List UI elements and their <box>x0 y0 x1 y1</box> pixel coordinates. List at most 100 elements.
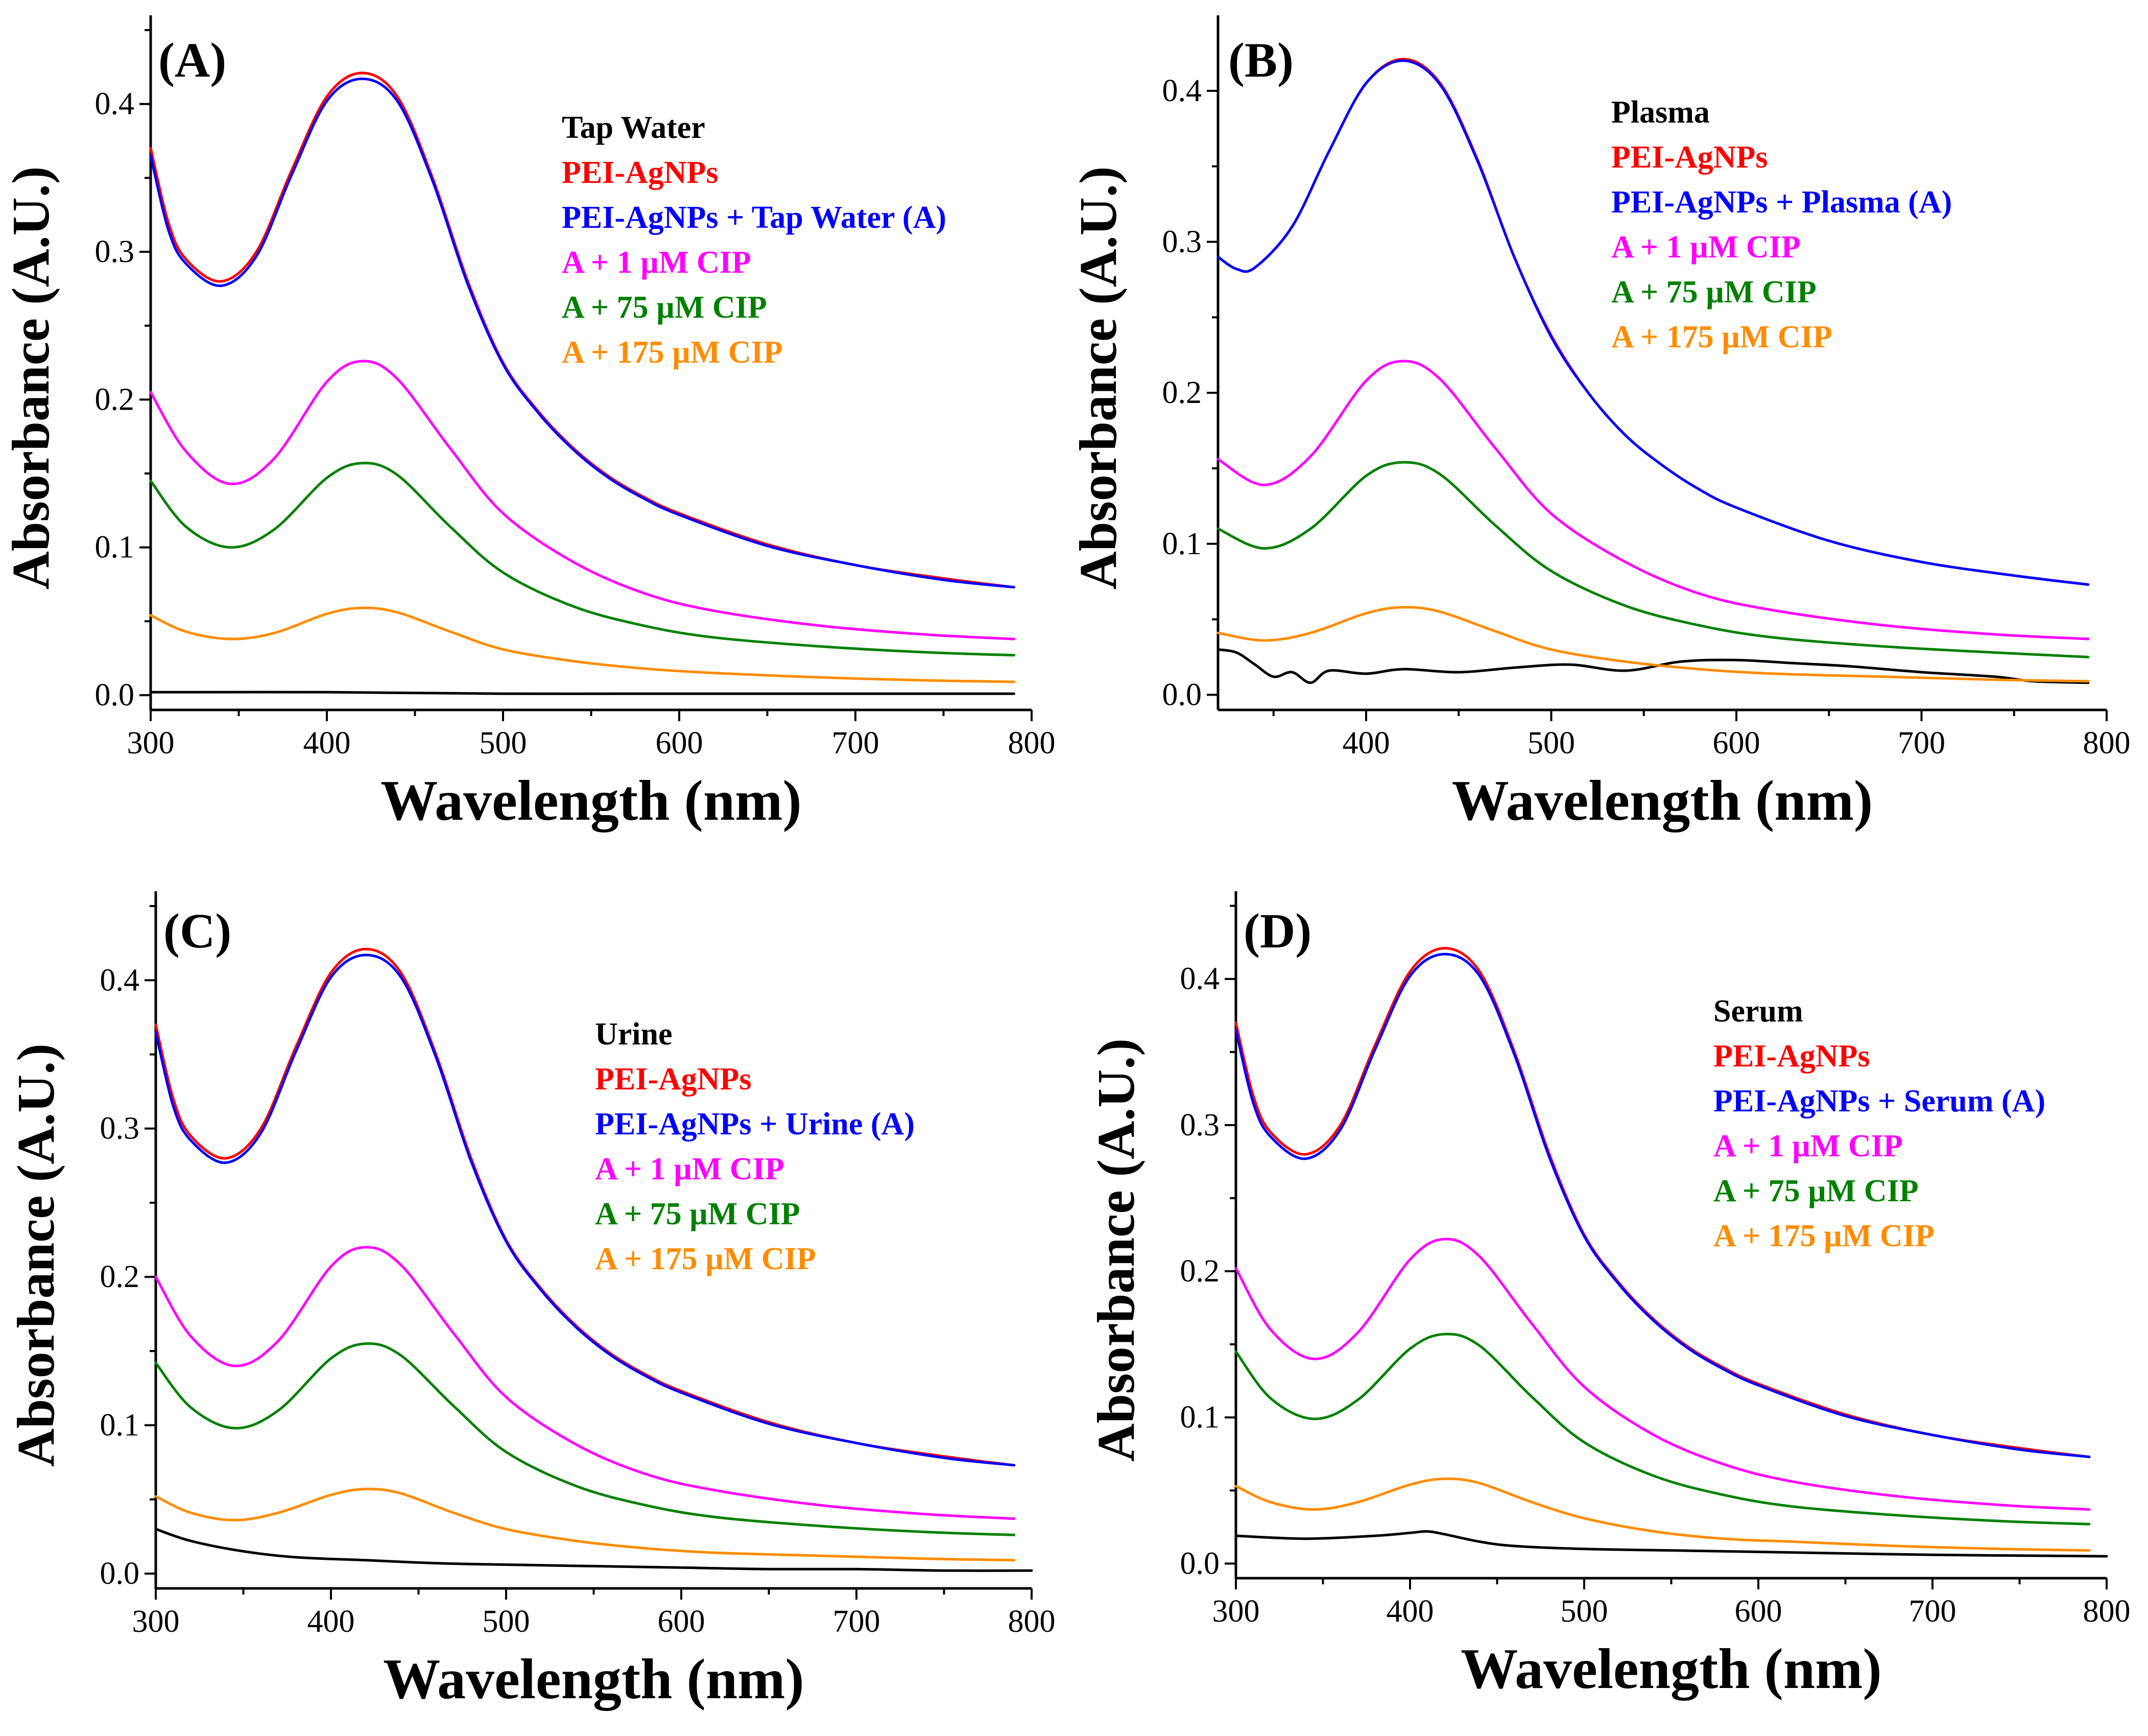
y-axis-title: Absorbance (A.U.) <box>2 166 60 589</box>
series-line-plasma <box>1216 648 2090 684</box>
panel-label: (D) <box>1244 903 1311 958</box>
x-tick-label: 600 <box>656 726 703 760</box>
series-line-a-1-m-cip <box>154 1246 1016 1520</box>
series-line-pei-agnps <box>154 947 1016 1467</box>
legend-title: Tap Water <box>562 110 705 145</box>
legend-entry: PEI-AgNPs <box>1611 140 1768 175</box>
x-axis-title: Wavelength (nm) <box>383 1648 804 1711</box>
y-tick-label: 0.0 <box>95 678 135 712</box>
series-line-a-175-m-cip <box>1234 1477 2091 1552</box>
panel-label: (B) <box>1228 33 1294 87</box>
panel-c: 300 400 500 600 700 800 0.0 0.1 0.2 0.3 0.4 Wavelen… <box>7 891 1056 1711</box>
series-line-pei-agnps-plasma-a- <box>1216 59 2090 586</box>
legend-entry: A + 175 µM CIP <box>1611 320 1832 354</box>
y-axis-title: Absorbance (A.U.) <box>1069 166 1128 589</box>
x-tick-label: 700 <box>1909 1594 1956 1629</box>
legend-entry: A + 1 µM CIP <box>595 1152 784 1186</box>
x-tick-label: 800 <box>1008 1604 1056 1639</box>
series-line-a-175-m-cip <box>1216 606 2090 683</box>
legend-entry: PEI-AgNPs <box>595 1062 752 1097</box>
legend: Tap Water PEI-AgNPs PEI-AgNPs + Tap Water … <box>562 110 946 370</box>
series-line-a-75-m-cip <box>149 462 1015 657</box>
series-line-a-75-m-cip <box>154 1342 1016 1536</box>
legend-entry: PEI-AgNPs + Tap Water (A) <box>562 200 946 235</box>
legend-entry: PEI-AgNPs + Urine (A) <box>595 1107 915 1142</box>
x-tick-label: 400 <box>307 1604 355 1639</box>
legend-entry: A + 175 µM CIP <box>1713 1219 1935 1253</box>
series-line-pei-agnps-urine-a- <box>154 954 1016 1467</box>
y-tick-label: 0.4 <box>1180 962 1220 996</box>
series-line-a-1-m-cip <box>149 360 1015 640</box>
x-tick-label: 400 <box>303 726 351 760</box>
x-axis-title: Wavelength (nm) <box>1461 1637 1881 1701</box>
y-axis-title: Absorbance (A.U.) <box>7 1043 65 1467</box>
x-tick-label: 800 <box>2083 726 2131 760</box>
series-line-tap-water <box>149 691 1015 695</box>
y-tick-label: 0.3 <box>1162 224 1202 259</box>
series-line-a-175-m-cip <box>149 606 1015 683</box>
x-tick-label: 300 <box>127 726 175 760</box>
legend-title: Plasma <box>1611 95 1710 130</box>
legend: Urine PEI-AgNPs PEI-AgNPs + Urine (A) A + 1… <box>595 1017 915 1276</box>
panel-label: (C) <box>163 903 231 958</box>
panel-a: 300 400 500 600 700 800 0.0 0.1 0.2 0.3 0.4 Wavelen… <box>2 15 1056 833</box>
x-tick-label: 700 <box>1898 726 1945 760</box>
panel-b: 400 500 600 700 800 0.0 0.1 0.2 0.3 0.4 Wavelength… <box>1069 15 2131 833</box>
x-tick-label: 300 <box>132 1604 180 1639</box>
x-tick-label: 800 <box>2083 1594 2131 1629</box>
y-tick-label: 0.2 <box>100 1259 140 1294</box>
y-tick-label: 0.4 <box>95 87 135 122</box>
x-tick-label: 500 <box>1561 1594 1608 1629</box>
panel-d: 300 400 500 600 700 800 0.0 0.1 0.2 0.3 0.4 Wavelen… <box>1087 891 2131 1701</box>
legend-title: Urine <box>595 1017 673 1052</box>
legend-entry: PEI-AgNPs + Plasma (A) <box>1611 185 1952 220</box>
y-tick-label: 0.3 <box>1180 1108 1220 1143</box>
series-line-pei-agnps-serum-a- <box>1234 953 2091 1458</box>
legend-entry: A + 1 µM CIP <box>562 245 751 280</box>
x-tick-label: 500 <box>1528 726 1575 760</box>
series-line-pei-agnps-tap-water-a- <box>149 77 1015 589</box>
x-tick-label: 800 <box>1008 726 1056 760</box>
x-tick-label: 400 <box>1343 726 1390 760</box>
y-tick-label: 0.0 <box>100 1556 140 1591</box>
series-line-a-1-m-cip <box>1234 1238 2091 1511</box>
legend-entry: A + 1 µM CIP <box>1611 230 1801 265</box>
x-axis-title: Wavelength (nm) <box>380 769 801 833</box>
legend-entry: PEI-AgNPs <box>1713 1039 1870 1074</box>
x-tick-label: 500 <box>480 726 527 760</box>
y-tick-label: 0.0 <box>1162 677 1202 712</box>
x-tick-label: 700 <box>833 1604 880 1639</box>
series-line-a-75-m-cip <box>1216 461 2090 658</box>
legend-entry: A + 75 µM CIP <box>1713 1174 1919 1208</box>
x-tick-label: 600 <box>658 1604 705 1639</box>
y-tick-label: 0.2 <box>1180 1254 1220 1289</box>
y-axis-title: Absorbance (A.U.) <box>1087 1038 1145 1462</box>
y-tick-label: 0.3 <box>95 234 135 269</box>
legend-entry: PEI-AgNPs <box>562 155 719 190</box>
series-line-a-75-m-cip <box>1234 1333 2091 1526</box>
legend-entry: A + 75 µM CIP <box>595 1197 800 1231</box>
x-axis-title: Wavelength (nm) <box>1452 769 1873 833</box>
x-tick-label: 400 <box>1387 1594 1434 1629</box>
series-line-pei-agnps <box>149 72 1015 589</box>
y-tick-label: 0.2 <box>95 382 135 417</box>
y-tick-label: 0.1 <box>1180 1400 1220 1435</box>
legend-entry: A + 175 µM CIP <box>562 335 783 370</box>
y-tick-label: 0.3 <box>100 1111 140 1146</box>
x-tick-label: 700 <box>832 726 879 760</box>
legend-title: Serum <box>1713 994 1803 1029</box>
legend-entry: A + 1 µM CIP <box>1713 1129 1903 1163</box>
series-line-pei-agnps <box>1234 947 2091 1458</box>
y-tick-label: 0.2 <box>1162 375 1202 410</box>
y-tick-label: 0.4 <box>1162 74 1202 108</box>
y-tick-label: 0.0 <box>1180 1546 1220 1581</box>
y-tick-label: 0.1 <box>95 530 135 565</box>
y-tick-label: 0.1 <box>1162 527 1202 561</box>
y-tick-label: 0.1 <box>100 1408 140 1443</box>
series-line-a-175-m-cip <box>154 1487 1016 1562</box>
x-tick-label: 500 <box>483 1604 530 1639</box>
series-line-serum <box>1234 1530 2108 1558</box>
legend-entry: A + 75 µM CIP <box>1611 275 1817 310</box>
x-tick-label: 300 <box>1212 1594 1260 1629</box>
